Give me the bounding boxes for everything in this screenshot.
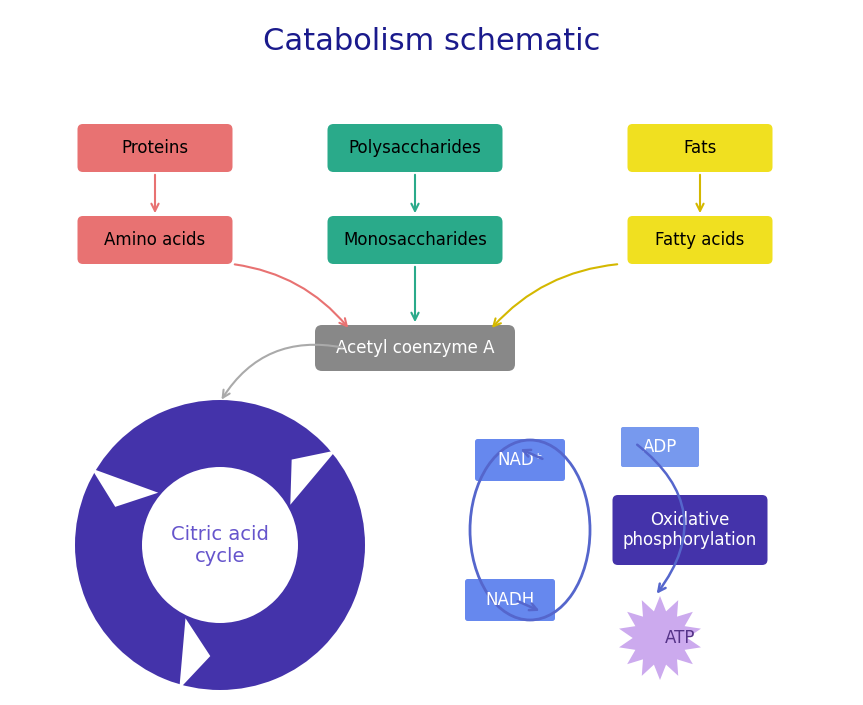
FancyBboxPatch shape xyxy=(315,325,515,371)
Text: Citric acid
cycle: Citric acid cycle xyxy=(171,525,269,565)
Text: Catabolism schematic: Catabolism schematic xyxy=(263,27,600,56)
FancyBboxPatch shape xyxy=(613,495,767,565)
Text: Monosaccharides: Monosaccharides xyxy=(343,231,487,249)
Polygon shape xyxy=(91,468,158,507)
Text: Fatty acids: Fatty acids xyxy=(655,231,745,249)
FancyBboxPatch shape xyxy=(627,216,772,264)
FancyBboxPatch shape xyxy=(627,124,772,172)
Polygon shape xyxy=(619,596,701,680)
Text: NAD⁺: NAD⁺ xyxy=(497,451,543,469)
Text: ADP: ADP xyxy=(643,438,677,456)
Text: NADH: NADH xyxy=(485,591,534,609)
Text: Acetyl coenzyme A: Acetyl coenzyme A xyxy=(336,339,494,357)
FancyBboxPatch shape xyxy=(78,124,232,172)
FancyBboxPatch shape xyxy=(621,427,699,467)
FancyBboxPatch shape xyxy=(475,439,565,481)
Polygon shape xyxy=(290,450,336,505)
Text: Proteins: Proteins xyxy=(122,139,188,157)
Text: Amino acids: Amino acids xyxy=(104,231,205,249)
FancyBboxPatch shape xyxy=(327,216,502,264)
FancyBboxPatch shape xyxy=(465,579,555,621)
Text: ATP: ATP xyxy=(665,629,696,647)
Text: Fats: Fats xyxy=(683,139,716,157)
Text: Polysaccharides: Polysaccharides xyxy=(349,139,482,157)
FancyBboxPatch shape xyxy=(327,124,502,172)
Text: Oxidative
phosphorylation: Oxidative phosphorylation xyxy=(623,510,757,549)
Polygon shape xyxy=(180,618,211,689)
Wedge shape xyxy=(75,400,365,690)
FancyBboxPatch shape xyxy=(78,216,232,264)
